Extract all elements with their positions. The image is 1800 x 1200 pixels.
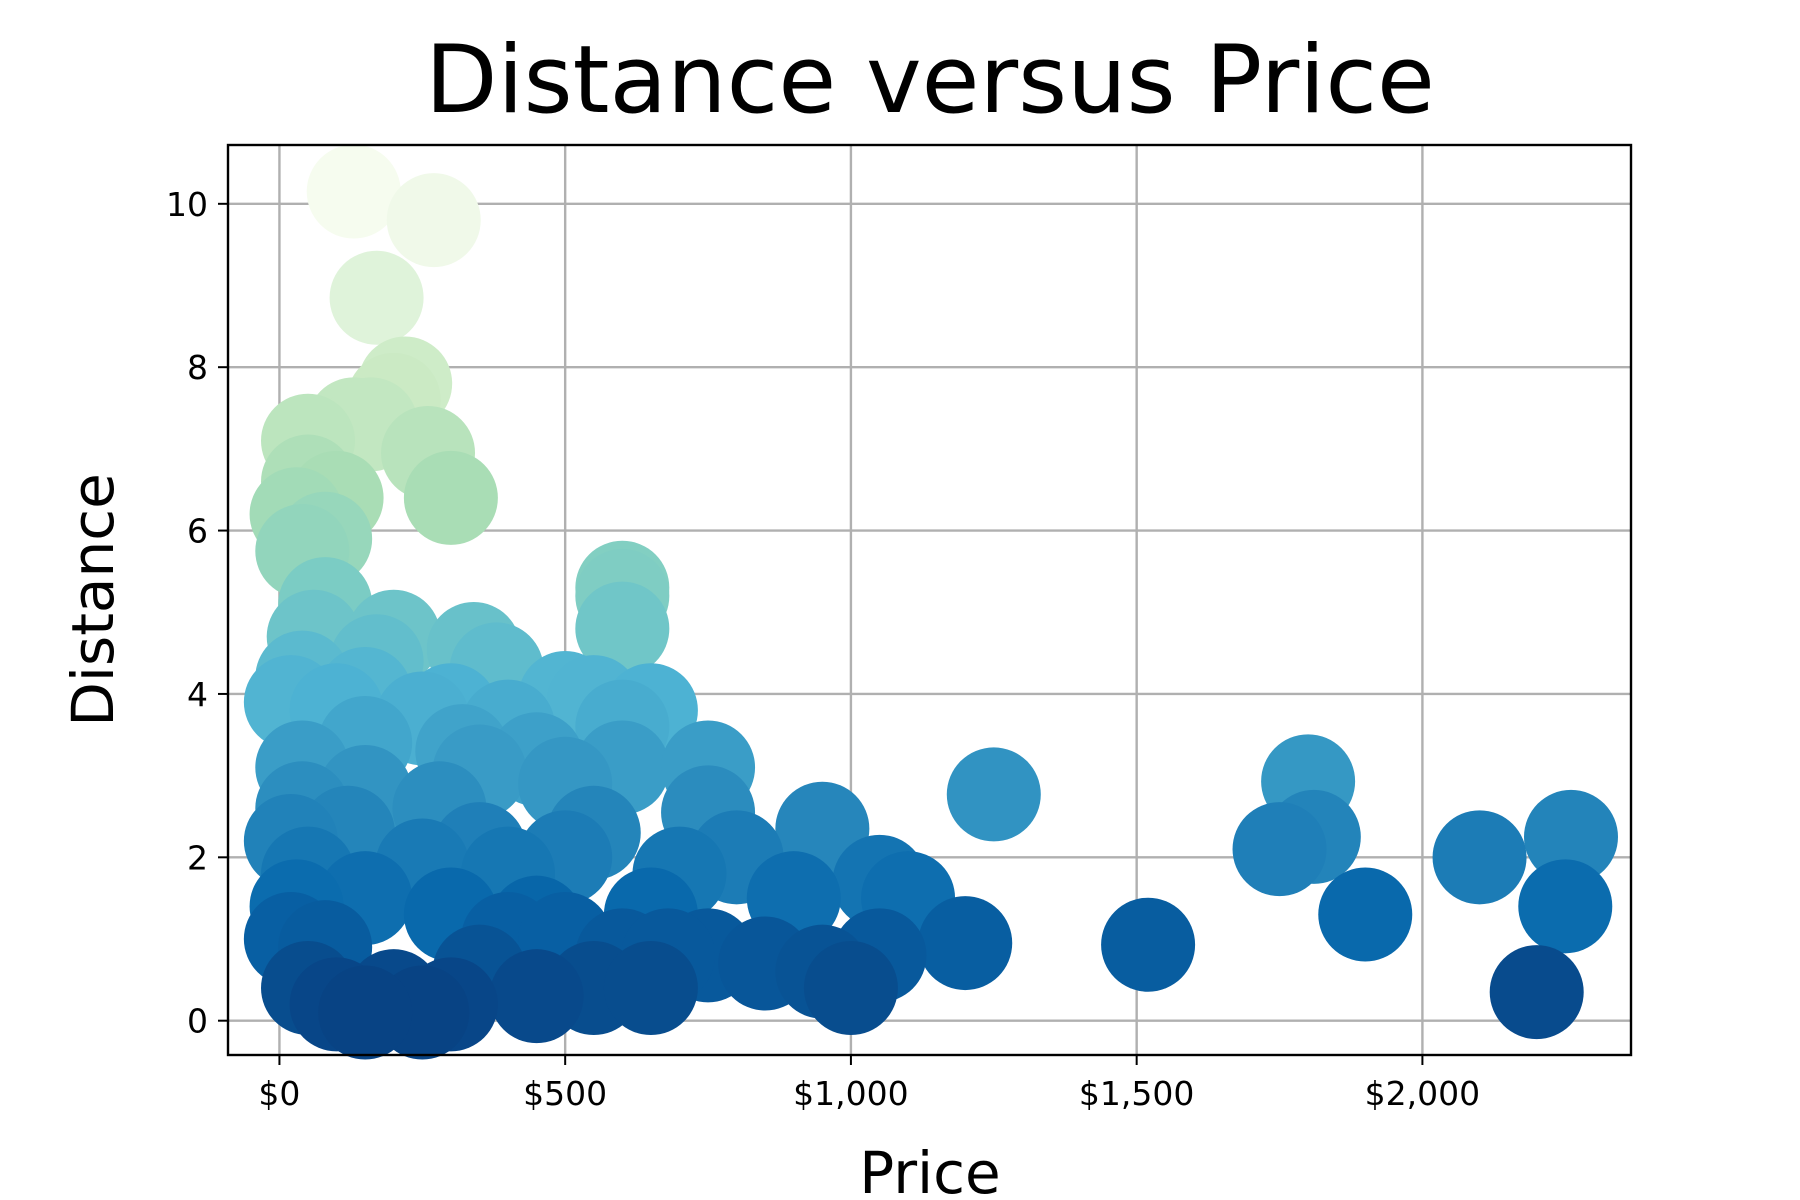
x-tick-label: $500 — [523, 1074, 607, 1113]
data-point — [318, 965, 413, 1060]
data-point — [1432, 810, 1527, 905]
y-tick-label: 8 — [187, 348, 208, 387]
data-point — [1523, 789, 1618, 884]
data-point — [946, 747, 1041, 842]
x-axis-ticks: $0 $500 $1,000 $1,500 $2,000 — [258, 1055, 1480, 1113]
data-point — [329, 250, 424, 345]
data-point — [1232, 802, 1327, 897]
plot-frame — [226, 143, 1633, 1057]
data-point — [386, 173, 481, 268]
x-tick-label: $1,500 — [1079, 1074, 1194, 1113]
x-tick-label: $0 — [258, 1074, 300, 1113]
x-axis-label: Price — [859, 1139, 1001, 1200]
data-point — [1101, 897, 1196, 992]
y-axis-ticks: 0 2 4 6 8 10 — [166, 185, 228, 1041]
data-point — [306, 144, 401, 239]
data-point — [803, 941, 898, 1036]
x-tick-label: $1,000 — [793, 1074, 908, 1113]
y-axis-label: Distance — [59, 473, 127, 727]
data-point — [1518, 859, 1613, 954]
data-point — [403, 450, 498, 545]
chart-title: Distance versus Price — [425, 26, 1435, 135]
data-point — [603, 941, 698, 1036]
data-point — [1318, 867, 1413, 962]
y-tick-label: 6 — [187, 512, 208, 551]
data-point — [575, 581, 670, 676]
data-point — [1489, 945, 1584, 1040]
y-tick-label: 2 — [187, 838, 208, 877]
data-points — [243, 144, 1618, 1060]
x-tick-label: $2,000 — [1365, 1074, 1480, 1113]
y-tick-label: 0 — [187, 1002, 208, 1041]
data-point — [489, 949, 584, 1044]
y-tick-label: 10 — [166, 185, 208, 224]
data-point — [918, 896, 1013, 991]
y-tick-label: 4 — [187, 675, 208, 714]
